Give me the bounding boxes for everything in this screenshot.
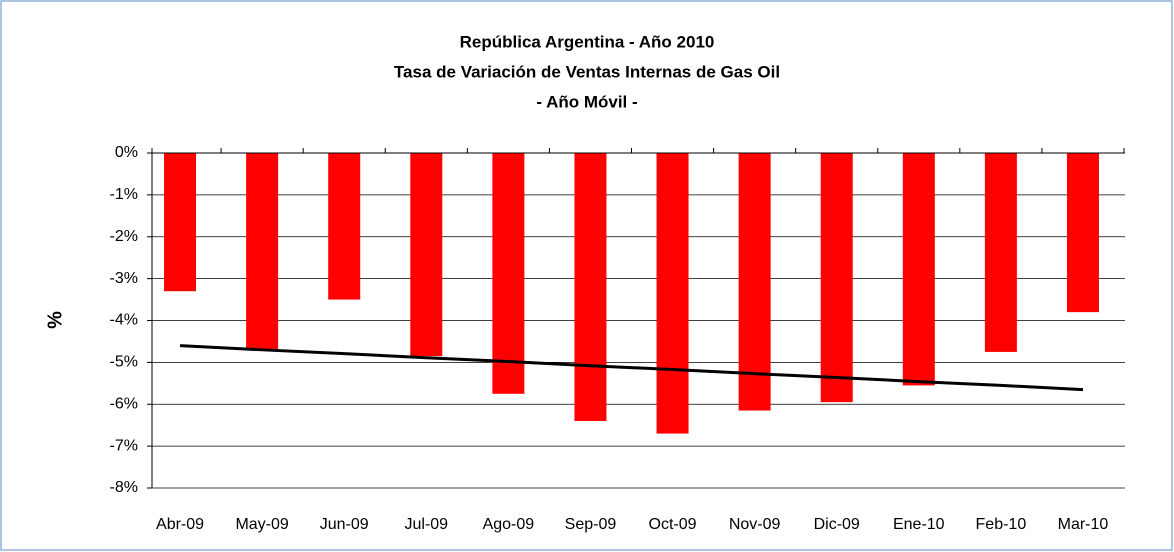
bar — [984, 153, 1017, 352]
y-tick-label: -2% — [110, 228, 138, 245]
bar — [328, 153, 361, 300]
bar — [246, 153, 279, 350]
x-tick-label: Sep-09 — [565, 516, 617, 533]
x-tick-label: Nov-09 — [729, 516, 781, 533]
y-tick-label: -7% — [110, 437, 138, 454]
bar — [656, 153, 689, 434]
y-tick-label: -4% — [110, 312, 138, 329]
bar — [820, 153, 853, 403]
bar — [1066, 153, 1099, 313]
bar — [902, 153, 935, 386]
x-tick-label: Jun-09 — [320, 516, 369, 533]
x-tick-label: Dic-09 — [814, 516, 860, 533]
bar — [410, 153, 443, 357]
x-tick-label: Oct-09 — [649, 516, 697, 533]
trend-line — [179, 344, 1084, 392]
y-tick-label: -1% — [110, 186, 138, 203]
bar — [492, 153, 525, 394]
bar — [164, 153, 197, 292]
y-tick-label: 0% — [115, 144, 138, 161]
y-axis-label: % — [44, 311, 66, 329]
x-tick-label: Ene-10 — [893, 516, 945, 533]
x-tick-label: May-09 — [235, 516, 288, 533]
chart-subtitle: Tasa de Variación de Ventas Internas de … — [394, 62, 780, 81]
y-tick-label: -8% — [110, 479, 138, 496]
x-tick-label: Mar-10 — [1058, 516, 1109, 533]
x-tick-label: Jul-09 — [405, 516, 449, 533]
bar — [738, 153, 771, 411]
x-tick-label: Abr-09 — [156, 516, 204, 533]
x-tick-label: Ago-09 — [483, 516, 535, 533]
bar — [574, 153, 607, 421]
y-tick-label: -6% — [110, 395, 138, 412]
chart-subtitle: - Año Móvil - — [536, 92, 637, 111]
chart-title: República Argentina - Año 2010 — [460, 32, 715, 51]
y-tick-label: -3% — [110, 270, 138, 287]
y-tick-label: -5% — [110, 354, 138, 371]
x-tick-label: Feb-10 — [976, 516, 1027, 533]
